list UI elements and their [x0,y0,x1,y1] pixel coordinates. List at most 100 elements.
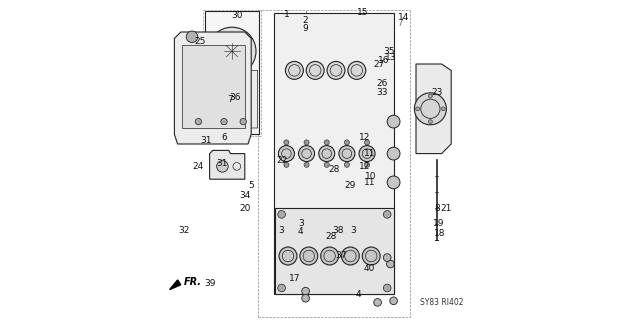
Circle shape [362,247,380,265]
Text: 18: 18 [435,229,445,238]
Text: 21: 21 [441,204,452,212]
Circle shape [429,94,433,98]
Circle shape [278,284,285,292]
Circle shape [365,140,370,145]
Circle shape [365,162,370,167]
Text: 19: 19 [433,220,444,228]
Text: 12: 12 [359,133,371,142]
Polygon shape [210,70,258,128]
Circle shape [278,211,285,218]
Polygon shape [182,45,245,128]
Text: SY83 RI402: SY83 RI402 [420,298,464,307]
Circle shape [387,176,400,189]
Text: 2: 2 [303,16,308,25]
Text: 9: 9 [303,24,308,33]
Text: 23: 23 [431,88,442,97]
Circle shape [284,140,289,145]
Text: FR.: FR. [184,277,202,287]
Circle shape [429,120,433,124]
Polygon shape [210,150,245,179]
Circle shape [223,42,242,61]
Circle shape [348,61,366,79]
Circle shape [298,146,315,162]
Text: 37: 37 [335,252,346,260]
Text: 5: 5 [248,181,254,190]
Text: 38: 38 [332,226,343,235]
Text: 26: 26 [377,79,388,88]
Text: 10: 10 [365,172,377,180]
Circle shape [208,27,256,75]
Text: 15: 15 [358,8,369,17]
Text: 30: 30 [231,11,243,20]
Circle shape [415,93,447,125]
Text: 14: 14 [397,13,409,22]
Circle shape [304,140,309,145]
Text: 17: 17 [289,274,300,283]
Polygon shape [205,11,259,134]
Text: 11: 11 [364,178,375,187]
Circle shape [344,162,349,167]
Text: 3: 3 [351,226,356,235]
Circle shape [186,31,198,43]
Text: 24: 24 [193,162,204,171]
Circle shape [324,162,330,167]
Circle shape [387,260,394,268]
Text: 6: 6 [221,133,227,142]
Circle shape [216,161,228,172]
Circle shape [383,211,391,218]
Circle shape [278,146,294,162]
Text: 11: 11 [364,149,375,158]
Circle shape [383,284,391,292]
Text: 8: 8 [434,204,440,212]
Text: 32: 32 [179,226,189,235]
Text: 3: 3 [279,226,284,235]
Circle shape [415,107,420,111]
Circle shape [324,140,330,145]
Circle shape [221,118,227,125]
Polygon shape [274,13,394,294]
Text: 36: 36 [230,93,241,102]
Circle shape [387,115,400,128]
Circle shape [302,287,310,295]
Text: 4: 4 [356,290,361,299]
Text: 29: 29 [345,181,356,190]
Text: 1: 1 [284,10,289,19]
Text: 39: 39 [204,279,215,288]
Circle shape [339,146,355,162]
Text: 40: 40 [364,264,375,273]
Circle shape [195,118,202,125]
Text: 34: 34 [239,191,250,200]
Text: 13: 13 [385,53,396,62]
Circle shape [359,146,375,162]
Polygon shape [416,64,451,154]
Text: 27: 27 [374,60,385,68]
Text: 28: 28 [329,165,340,174]
Text: 31: 31 [201,136,212,145]
Text: 4: 4 [298,228,303,236]
Circle shape [319,146,335,162]
Circle shape [387,147,400,160]
Text: 16: 16 [378,56,390,65]
Circle shape [327,61,345,79]
Circle shape [307,61,324,79]
Circle shape [344,140,349,145]
Circle shape [390,297,397,305]
Polygon shape [174,32,251,144]
Text: 3: 3 [298,220,303,228]
Text: 33: 33 [377,88,388,97]
Text: 22: 22 [276,156,287,164]
Circle shape [304,162,309,167]
Circle shape [285,61,303,79]
Circle shape [374,299,381,306]
Text: 20: 20 [239,204,250,212]
Circle shape [279,247,297,265]
Text: 31: 31 [217,159,228,168]
Circle shape [342,247,360,265]
Circle shape [284,162,289,167]
Polygon shape [170,280,181,290]
Polygon shape [275,208,394,294]
Circle shape [442,107,445,111]
Circle shape [240,118,246,125]
Text: 7: 7 [228,95,233,104]
Circle shape [383,254,391,261]
